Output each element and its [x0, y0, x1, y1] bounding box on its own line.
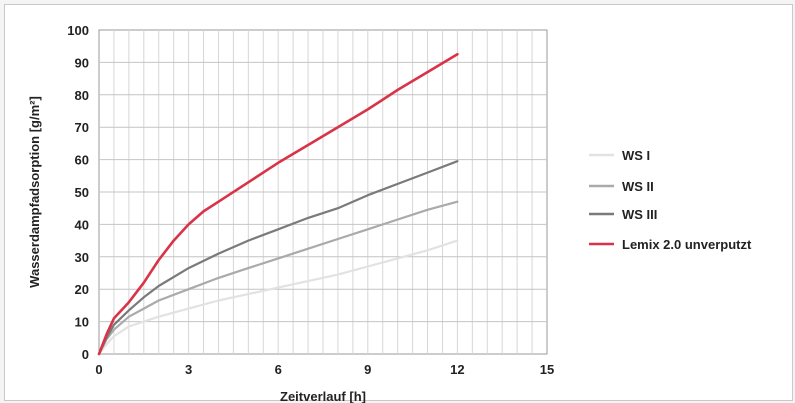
series-line-2	[97, 200, 459, 356]
y-tick-label: 80	[75, 88, 89, 103]
legend: WS I WS II WS III Lemix 2.0 unverputzt	[589, 148, 752, 252]
series-line-1	[97, 239, 459, 356]
y-tick-label: 0	[82, 347, 89, 362]
y-tick-label: 70	[75, 120, 89, 135]
series-line-3	[97, 160, 459, 356]
y-tick-label: 20	[75, 282, 89, 297]
y-tick-label: 60	[75, 153, 89, 168]
y-tick-label: 90	[75, 55, 89, 70]
legend-label: WS III	[622, 207, 657, 222]
legend-label: Lemix 2.0 unverputzt	[622, 237, 752, 252]
legend-label: WS I	[622, 148, 650, 163]
y-axis-title: Wasserdampfadsorption [g/m²]	[27, 96, 42, 288]
y-tick-label: 40	[75, 217, 89, 232]
y-tick-label: 30	[75, 250, 89, 265]
x-axis-title: Zeitverlauf [h]	[280, 389, 366, 403]
x-tick-label: 0	[95, 362, 102, 377]
x-tick-label: 9	[364, 362, 371, 377]
x-tick-label: 6	[275, 362, 282, 377]
y-tick-label: 10	[75, 315, 89, 330]
x-tick-label: 12	[450, 362, 464, 377]
series-line-4	[97, 52, 459, 356]
y-tick-label: 100	[67, 23, 89, 38]
x-tick-label: 3	[185, 362, 192, 377]
legend-label: WS II	[622, 179, 654, 194]
series-lines	[97, 52, 459, 356]
x-tick-label: 15	[540, 362, 554, 377]
y-tick-label: 50	[75, 185, 89, 200]
tick-labels: 0 10 20 30 40 50 60 70 80 90 100 0 3 6 9 12 15	[67, 23, 554, 377]
